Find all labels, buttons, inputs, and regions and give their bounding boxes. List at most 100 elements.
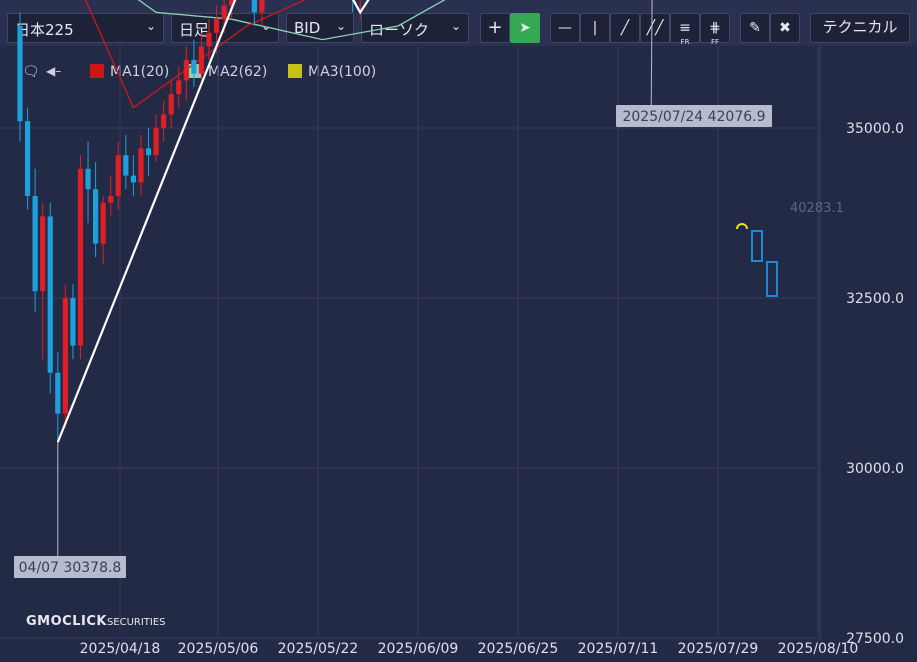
label-leader <box>650 0 653 128</box>
candle-body <box>24 121 31 196</box>
candle-body <box>206 32 212 47</box>
candle-body <box>123 155 129 176</box>
candle-body <box>213 19 220 33</box>
high-price-label-bg <box>616 105 772 127</box>
candle-body <box>168 94 174 115</box>
candle-body <box>115 155 121 196</box>
ma3-label: MA3(100) <box>308 64 377 80</box>
symbol-select[interactable]: 日本225 ⌄ <box>7 13 164 43</box>
candle-body <box>32 196 38 292</box>
low-price-label-bg <box>14 556 126 578</box>
moving-averages <box>84 0 446 109</box>
delete-drawings-icon: ✖ <box>779 20 791 36</box>
y-axis: 27500.030000.032500.035000.037500.040000… <box>846 121 904 647</box>
pointer-icon: ➤ <box>519 20 531 36</box>
ma1-line <box>84 0 307 109</box>
fan-icon: ⋕ <box>709 20 721 36</box>
ma2-line <box>137 0 446 41</box>
fibonacci-fan-button[interactable]: ⋕ FF <box>700 13 730 46</box>
technical-button[interactable]: テクニカル <box>810 13 910 43</box>
crosshair-tool-button[interactable]: + <box>480 13 510 43</box>
eraser-icon: ✎ <box>749 20 761 36</box>
ma3-swatch <box>288 64 302 78</box>
yellow-arc-marker <box>736 223 748 230</box>
annotations: 2025/07/24 42076.9 04/07 30378.8 40283.1 <box>14 0 844 578</box>
x-tick-label: 2025/04/18 <box>80 641 161 657</box>
trendline-tool-button[interactable]: ╱ <box>610 13 640 43</box>
trendline-icon: ╱ <box>620 20 630 36</box>
candle-body <box>183 60 189 81</box>
y-tick-label: 32500.0 <box>846 291 904 307</box>
candle-body <box>153 128 159 156</box>
candle-body <box>229 0 235 6</box>
candle-body <box>161 114 167 128</box>
chevron-down-icon: ⌄ <box>335 19 346 33</box>
ma1-label: MA1(20) <box>110 64 170 80</box>
x-tick-label: 2025/05/22 <box>278 641 359 657</box>
y-tick-label: 30000.0 <box>846 461 904 477</box>
parallel-lines-icon: ╱╱ <box>646 20 664 36</box>
legend-item-ma1: MA1(20) <box>90 64 169 80</box>
comment-icon[interactable]: 🗨 <box>22 64 40 80</box>
pointer-tool-button[interactable]: ➤ <box>510 13 540 43</box>
price-tag-hidden: 40283.1 <box>790 201 844 216</box>
candle-body <box>191 60 197 74</box>
chevron-down-icon: ⌄ <box>145 19 156 33</box>
logo-brand: GMOCLICK <box>26 614 107 629</box>
candle-body <box>259 0 265 13</box>
fr-label: FR <box>680 38 690 46</box>
eraser-button[interactable]: ✎ <box>740 13 770 43</box>
x-tick-label: 2025/05/06 <box>178 641 259 657</box>
chevron-down-icon: ⌄ <box>450 19 461 33</box>
candle-body <box>85 168 91 190</box>
high-price-label: 2025/07/24 42076.9 <box>622 109 765 125</box>
candle-body <box>176 80 182 94</box>
hline-tool-button[interactable]: — <box>550 13 580 43</box>
candle-body <box>251 0 257 13</box>
candle-body <box>93 189 99 244</box>
crosshair-icon: + <box>487 17 503 38</box>
vertical-line-icon: | <box>592 20 598 36</box>
candle-body <box>221 5 227 20</box>
y-tick-label: 27500.0 <box>846 631 904 647</box>
ma2-label: MA2(62) <box>208 64 268 80</box>
fibonacci-icon: ≡ <box>679 20 691 36</box>
x-tick-label: 2025/07/29 <box>678 641 759 657</box>
projected-candle <box>751 230 763 262</box>
chart-grid <box>0 46 821 640</box>
x-tick-label: 2025/07/11 <box>578 641 659 657</box>
chevron-down-icon: ⌄ <box>260 19 271 33</box>
horizontal-line-icon: — <box>558 20 572 36</box>
zigzag-wave-line <box>56 0 370 443</box>
candle-body <box>130 175 136 183</box>
y-tick-label: 35000.0 <box>846 121 904 137</box>
chart-style-label: ローソク <box>369 21 430 39</box>
ma1-swatch <box>90 64 104 78</box>
x-tick-label: 2025/06/25 <box>478 641 559 657</box>
logo-suffix: SECURITIES <box>106 617 166 628</box>
collapse-legend-icon[interactable]: ◀– <box>46 64 62 78</box>
delete-all-button[interactable]: ✖ <box>770 13 800 43</box>
technical-label: テクニカル <box>822 18 898 36</box>
symbol-label: 日本225 <box>15 21 74 39</box>
channel-tool-button[interactable]: ╱╱ <box>640 13 670 43</box>
candle-body <box>70 298 76 346</box>
vline-tool-button[interactable]: | <box>580 13 610 43</box>
candle-body <box>100 202 106 244</box>
candle-body <box>40 216 46 292</box>
candle-body <box>145 148 152 156</box>
price-side-select[interactable]: BID ⌄ <box>286 13 354 43</box>
low-price-label: 04/07 30378.8 <box>19 560 122 576</box>
candle-body <box>198 46 205 74</box>
candle-body <box>55 372 61 414</box>
fibonacci-retracement-button[interactable]: ≡ FR <box>670 13 700 46</box>
candle-body <box>77 168 84 346</box>
chart-style-select[interactable]: ローソク ⌄ <box>361 13 469 43</box>
x-axis: 2025/04/18 2025/05/06 2025/05/22 2025/06/09… <box>80 641 859 657</box>
candle-body <box>17 26 23 122</box>
projected-candle <box>766 261 778 297</box>
user-drawings <box>56 0 778 443</box>
x-tick-label: 2025/08/10 <box>778 641 859 657</box>
candle-body <box>108 196 114 203</box>
